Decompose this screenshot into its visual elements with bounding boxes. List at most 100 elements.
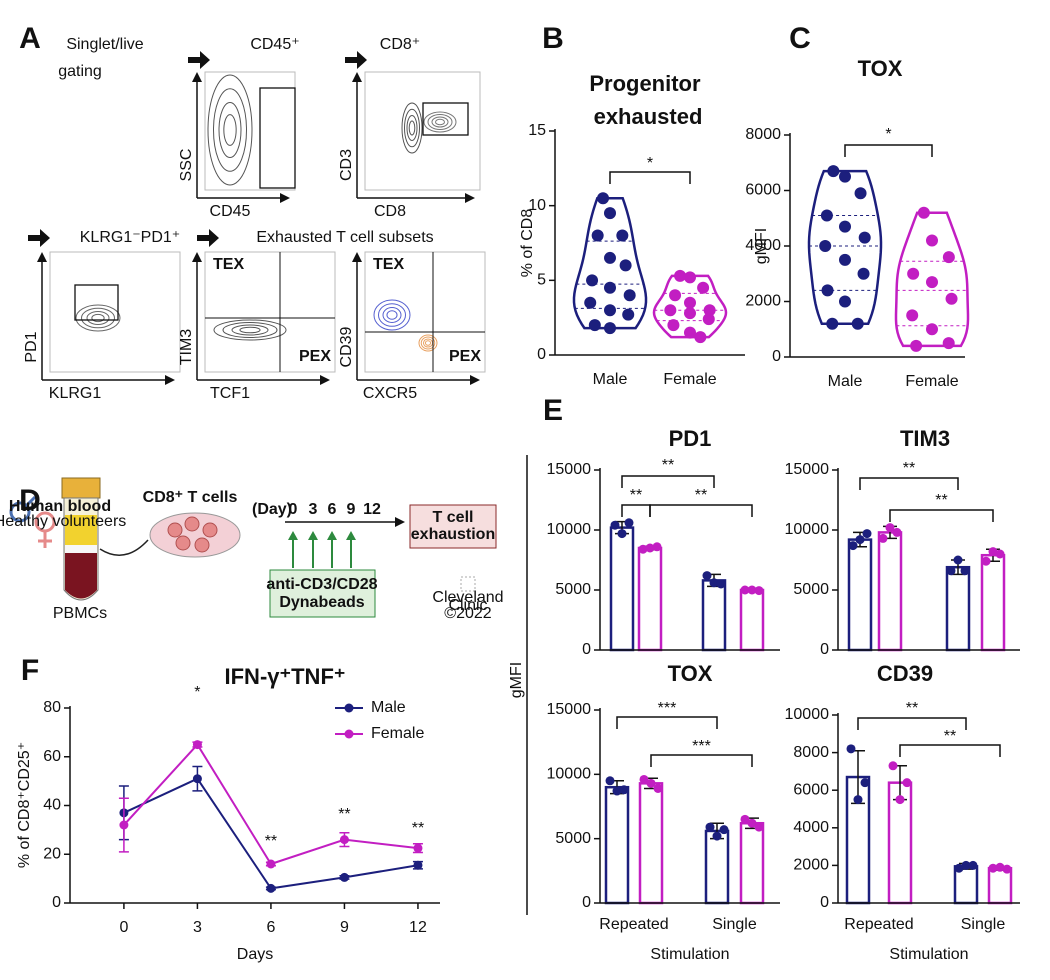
sample: PBMCs <box>53 605 107 622</box>
tube-cap <box>61 477 101 499</box>
contour <box>378 303 406 327</box>
data-point <box>664 304 677 317</box>
treatment: anti-CD3/CD28 <box>266 576 377 593</box>
step-arrow <box>345 51 367 69</box>
data-point <box>740 814 750 824</box>
contour <box>404 108 420 148</box>
x-tick-label: 3 <box>193 919 202 936</box>
significance: ** <box>338 806 350 823</box>
data-point <box>878 533 888 543</box>
data-point <box>623 289 636 302</box>
significance-bracket <box>857 717 967 730</box>
data-point <box>917 206 930 219</box>
contour <box>222 322 278 338</box>
data-point <box>604 304 616 317</box>
significance-bracket <box>616 716 718 729</box>
data-point <box>968 860 978 870</box>
data-point <box>652 542 662 552</box>
y-tick-label: 5000 <box>555 830 591 847</box>
contour <box>401 102 423 154</box>
contour <box>386 310 398 320</box>
data-point <box>910 339 923 352</box>
data-point <box>906 309 919 322</box>
data-point <box>995 862 1005 872</box>
y-tick-label: 6000 <box>745 182 781 199</box>
data-point <box>697 281 710 294</box>
data-point <box>584 296 597 309</box>
significance: ** <box>662 457 674 474</box>
bar <box>638 782 664 905</box>
marker <box>192 740 202 750</box>
outcome: T cell <box>433 509 474 526</box>
significance: ** <box>695 487 707 504</box>
contour <box>427 114 453 130</box>
plasma <box>65 515 97 545</box>
data-point <box>839 220 851 233</box>
contour <box>424 340 432 346</box>
x-axis-label: Stimulation <box>889 946 968 963</box>
bar <box>604 785 630 905</box>
data-point <box>616 229 629 242</box>
data-point <box>853 795 863 805</box>
rbc <box>65 553 97 599</box>
data-point <box>926 276 938 289</box>
data-point <box>857 267 870 280</box>
bar <box>704 829 730 905</box>
significance-bracket <box>621 504 651 517</box>
y-tick-label: 10000 <box>547 766 592 783</box>
data-point <box>855 535 865 545</box>
contour <box>75 304 121 332</box>
step-arrow <box>197 229 219 247</box>
data-point <box>622 308 635 321</box>
significance-bracket <box>859 477 959 490</box>
data-point <box>747 585 757 595</box>
y-tick-label: 15000 <box>547 461 592 478</box>
data-point <box>667 319 680 332</box>
panel-label: B <box>542 22 564 55</box>
data-point <box>702 313 715 326</box>
data-point <box>954 863 964 873</box>
x-axis-label: Days <box>237 946 273 963</box>
data-point <box>960 566 970 576</box>
significance-bracket <box>609 171 691 184</box>
gating: Singlet/live <box>66 36 143 53</box>
data-point <box>604 251 616 264</box>
data-point <box>860 778 870 788</box>
axis-arrow <box>37 252 175 385</box>
day-label: (Day) <box>252 501 292 518</box>
logo <box>460 576 476 592</box>
data-point <box>754 822 764 832</box>
bar <box>739 821 765 905</box>
legend-label: Male <box>371 699 406 716</box>
gating-step: CD45⁺ <box>250 36 299 53</box>
gating-step: KLRG1⁻PD1⁺ <box>80 229 180 246</box>
violin <box>572 196 648 330</box>
data-point <box>619 259 632 272</box>
cells <box>167 516 218 553</box>
contour <box>218 102 242 158</box>
data-point <box>942 251 955 264</box>
significance-bracket <box>899 744 1001 757</box>
contour <box>223 114 237 146</box>
data-point <box>684 296 696 309</box>
panel-label: D <box>19 484 41 517</box>
significance-bracket <box>621 475 715 488</box>
chart-title: CD39 <box>877 661 933 686</box>
significance: ** <box>903 460 915 477</box>
contour <box>423 111 457 133</box>
y-axis-label: gMFI <box>508 662 525 698</box>
treatment-box <box>269 569 376 618</box>
significance: ** <box>412 820 424 837</box>
data-point <box>988 547 998 557</box>
data-point <box>888 761 898 771</box>
data-point <box>612 786 622 796</box>
y-tick-label: 10000 <box>547 521 592 538</box>
data-point <box>895 795 905 805</box>
x-tick-label: Female <box>905 373 958 390</box>
gate <box>422 102 469 136</box>
data-point <box>705 822 715 832</box>
logo-text: Clinic <box>448 597 487 614</box>
data-point <box>709 578 719 588</box>
data-point <box>942 337 955 350</box>
significance: * <box>194 684 200 701</box>
